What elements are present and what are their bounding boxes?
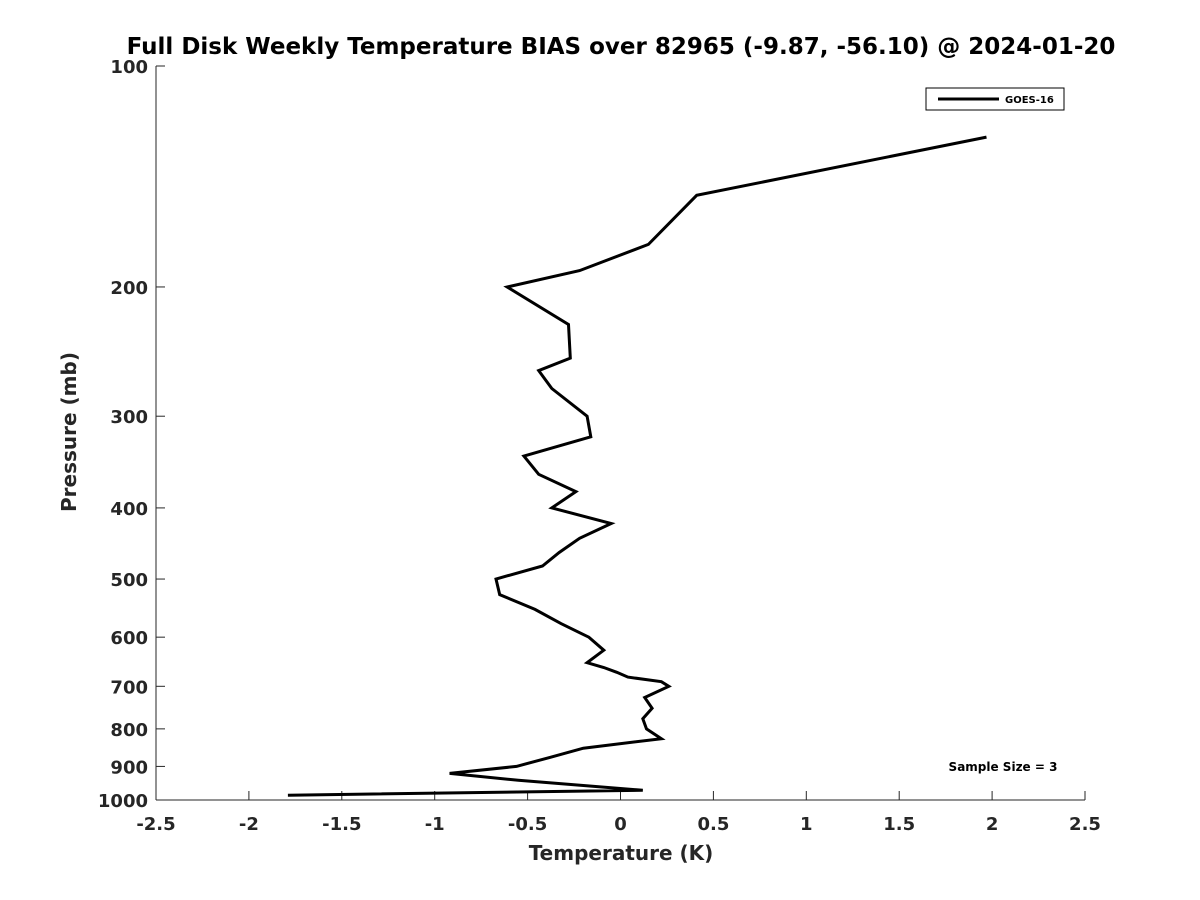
- legend-label: GOES-16: [1005, 95, 1054, 106]
- x-tick-label: -1: [425, 814, 445, 835]
- tick-labels: -2.5 -2 -1.5 -1 -0.5 0 0.5 1 1.5 2 2.5 100 200 300 400…: [98, 57, 1101, 835]
- x-tick-label: -2: [239, 814, 259, 835]
- y-tick-label: 400: [110, 499, 148, 520]
- sample-size-annotation: Sample Size = 3: [949, 760, 1058, 774]
- y-tick-label: 100: [110, 57, 148, 78]
- x-tick-label: -2.5: [136, 814, 175, 835]
- x-tick-label: 0.5: [697, 814, 729, 835]
- y-tick-label: 1000: [98, 791, 148, 812]
- y-tick-label: 600: [110, 628, 148, 649]
- y-tick-label: 800: [110, 720, 148, 741]
- x-axis-label: Temperature (K): [529, 841, 714, 865]
- chart-title: Full Disk Weekly Temperature BIAS over 8…: [127, 34, 1116, 60]
- x-tick-label: 0: [614, 814, 627, 835]
- x-tick-label: 2: [986, 814, 999, 835]
- series-line: [287, 135, 987, 797]
- legend: GOES-16: [925, 87, 1065, 111]
- series-layer: [287, 135, 987, 797]
- plot-axes: [155, 65, 1086, 801]
- x-tick-label: 1.5: [883, 814, 915, 835]
- x-tick-label: 1: [800, 814, 813, 835]
- x-tick-label: -1.5: [322, 814, 361, 835]
- x-tick-label: -0.5: [508, 814, 547, 835]
- y-axis-label: Pressure (mb): [57, 352, 81, 512]
- y-tick-label: 700: [110, 677, 148, 698]
- x-tick-label: 2.5: [1069, 814, 1101, 835]
- y-tick-label: 500: [110, 570, 148, 591]
- y-tick-label: 300: [110, 407, 148, 428]
- y-tick-label: 200: [110, 278, 148, 299]
- y-tick-label: 900: [110, 757, 148, 778]
